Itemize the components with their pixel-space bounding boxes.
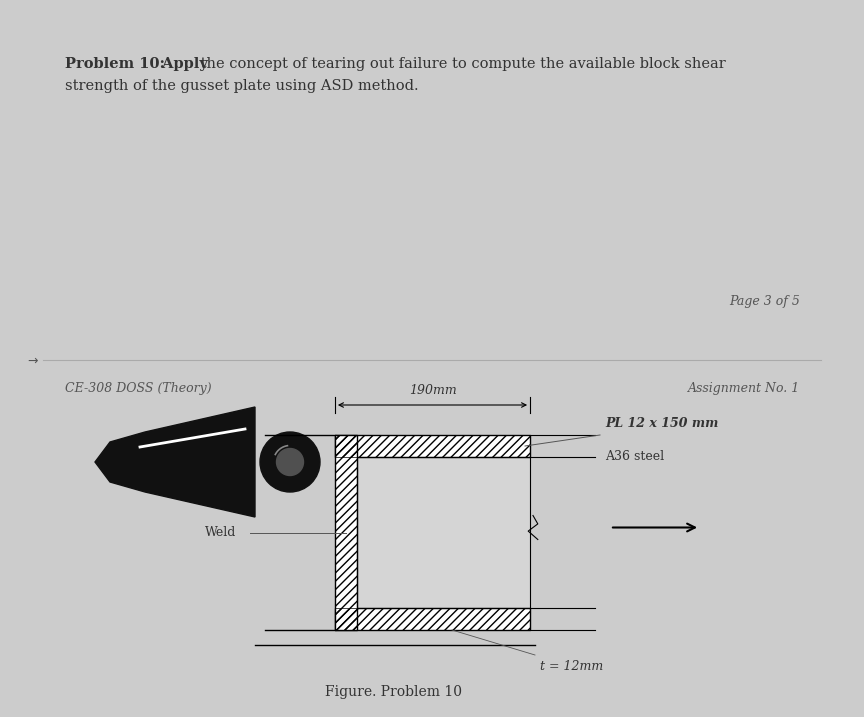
Text: t = 12mm: t = 12mm — [540, 660, 603, 673]
Text: Assignment No. 1: Assignment No. 1 — [688, 382, 800, 395]
Text: CE-308 DOSS (Theory): CE-308 DOSS (Theory) — [65, 382, 212, 395]
Text: 190mm: 190mm — [409, 384, 456, 397]
Polygon shape — [95, 407, 255, 517]
Text: Problem 10:: Problem 10: — [65, 57, 165, 71]
Circle shape — [276, 449, 303, 475]
Bar — [335, 435, 530, 457]
Bar — [357, 457, 530, 608]
Text: the concept of tearing out failure to compute the available block shear: the concept of tearing out failure to co… — [196, 57, 726, 71]
Text: PL 12 x 150 mm: PL 12 x 150 mm — [605, 417, 718, 430]
Text: Page 3 of 5: Page 3 of 5 — [729, 295, 800, 308]
Bar — [335, 435, 357, 630]
Bar — [357, 457, 530, 608]
Circle shape — [260, 432, 320, 492]
Text: Weld: Weld — [205, 526, 237, 539]
Text: strength of the gusset plate using ASD method.: strength of the gusset plate using ASD m… — [65, 79, 419, 93]
Bar — [335, 435, 530, 457]
Text: Figure. Problem 10: Figure. Problem 10 — [325, 685, 462, 699]
Bar — [335, 435, 357, 630]
Bar — [335, 608, 530, 630]
Text: A36 steel: A36 steel — [605, 450, 664, 463]
Bar — [335, 608, 530, 630]
Text: $\rightarrow$: $\rightarrow$ — [25, 353, 39, 366]
Text: Apply: Apply — [157, 57, 208, 71]
